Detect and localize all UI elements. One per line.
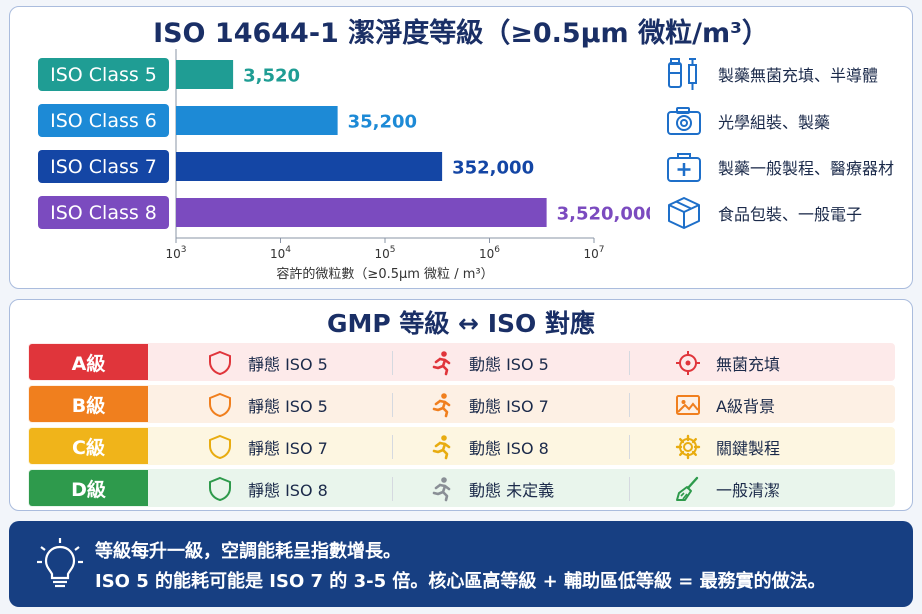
application-label: 光學組裝、製藥	[718, 113, 831, 132]
gmp-grade-label: B級	[29, 386, 148, 422]
column-divider	[392, 435, 393, 459]
chart-title: ISO 14644-1 潔淨度等級（≥0.5µm 微粒/m³）	[153, 18, 769, 49]
running-person-icon	[427, 475, 455, 503]
static-iso-cell: 靜態 ISO 8	[206, 475, 328, 503]
static-iso: 靜態 ISO 5	[248, 355, 328, 374]
gmp-row: A級 靜態 ISO 5 動態 ISO 5 無菌充填	[28, 343, 895, 381]
gmp-title: GMP 等級 ↔ ISO 對應	[326, 309, 596, 338]
x-tick-label: 103	[165, 245, 186, 261]
tip-line-1: 等級每升一級，空調能耗呈指數增長。	[95, 541, 401, 562]
running-person-icon	[427, 349, 455, 377]
application-use-cell: 關鍵製程	[674, 433, 780, 461]
vial-syringe-icon	[664, 54, 704, 94]
column-divider	[392, 477, 393, 501]
landscape-image-icon	[674, 391, 702, 419]
gmp-mapping-panel: GMP 等級 ↔ ISO 對應 A級 靜態 ISO 5 動態 ISO 5 無菌充填 B級…	[9, 299, 913, 511]
application-use: A級背景	[716, 397, 775, 416]
column-divider	[629, 351, 630, 375]
application-use: 無菌充填	[716, 355, 781, 374]
application-use-cell: 無菌充填	[674, 349, 780, 377]
running-person-icon	[427, 433, 455, 461]
shield-icon	[206, 433, 234, 461]
bar-value-label: 352,000	[452, 158, 534, 179]
application-row: 製藥無菌充填、半導體	[664, 54, 878, 94]
x-axis-label: 容許的微粒數（≥0.5µm 微粒 / m³）	[276, 266, 493, 282]
shield-icon	[206, 391, 234, 419]
iso-chart-panel: ISO 14644-1 潔淨度等級（≥0.5µm 微粒/m³） ISO Clas…	[9, 6, 913, 289]
gear-icon	[674, 433, 702, 461]
application-label: 食品包裝、一般電子	[718, 205, 863, 224]
static-iso-cell: 靜態 ISO 5	[206, 349, 328, 377]
x-tick-label: 107	[583, 245, 604, 261]
application-use: 一般清潔	[716, 481, 781, 500]
static-iso-cell: 靜態 ISO 7	[206, 433, 328, 461]
bar-iso-class-7	[176, 152, 443, 181]
dynamic-iso-cell: 動態 未定義	[427, 475, 554, 503]
bar-value-label: 3,520	[243, 66, 300, 87]
crosshair-icon	[674, 349, 702, 377]
application-use: 關鍵製程	[716, 439, 781, 458]
application-row: 食品包裝、一般電子	[664, 193, 862, 233]
column-divider	[629, 477, 630, 501]
bar-value-label: 35,200	[348, 112, 417, 133]
gmp-row: D級 靜態 ISO 8 動態 未定義 一般清潔	[28, 469, 895, 507]
column-divider	[629, 393, 630, 417]
tip-line-2: ISO 5 的能耗可能是 ISO 7 的 3-5 倍。核心區高等級 + 輔助區低…	[95, 571, 826, 592]
column-divider	[629, 435, 630, 459]
running-person-icon	[427, 391, 455, 419]
column-divider	[392, 393, 393, 417]
gmp-grade-label: D級	[29, 470, 148, 506]
x-tick-label: 104	[270, 245, 291, 261]
class-label-iso5: ISO Class 5	[38, 58, 169, 91]
application-row: 光學組裝、製藥	[664, 101, 830, 141]
bar-iso-class-6	[176, 106, 338, 135]
lightbulb-icon	[37, 537, 83, 595]
dynamic-iso: 動態 未定義	[469, 481, 555, 500]
class-label-iso7: ISO Class 7	[38, 150, 169, 183]
application-use-cell: A級背景	[674, 391, 775, 419]
application-use-cell: 一般清潔	[674, 475, 780, 503]
column-divider	[392, 351, 393, 375]
bar-iso-class-5	[176, 60, 234, 89]
broom-icon	[674, 475, 702, 503]
dynamic-iso: 動態 ISO 5	[469, 355, 549, 374]
class-label-iso8: ISO Class 8	[38, 196, 169, 229]
gmp-grade-label: A級	[29, 344, 148, 380]
class-label-iso6: ISO Class 6	[38, 104, 169, 137]
package-box-icon	[664, 193, 704, 233]
bar-chart: 103 104 105 106 107 容許的微粒數（≥0.5µm 微粒 / m³） 3,5…	[165, 49, 650, 282]
application-label: 製藥無菌充填、半導體	[718, 66, 879, 85]
medical-kit-icon	[664, 147, 704, 187]
static-iso: 靜態 ISO 5	[248, 397, 328, 416]
gmp-row: B級 靜態 ISO 5 動態 ISO 7 A級背景	[28, 385, 895, 423]
static-iso: 靜態 ISO 8	[248, 481, 328, 500]
gmp-grade-label: C級	[29, 428, 148, 464]
dynamic-iso-cell: 動態 ISO 7	[427, 391, 549, 419]
application-row: 製藥一般製程、醫療器材	[664, 147, 894, 187]
static-iso: 靜態 ISO 7	[248, 439, 328, 458]
dynamic-iso-cell: 動態 ISO 5	[427, 349, 549, 377]
bar-value-label: 3,520,000	[557, 204, 650, 225]
gmp-row: C級 靜態 ISO 7 動態 ISO 8 關鍵製程	[28, 427, 895, 465]
x-tick-label: 105	[374, 245, 395, 261]
camera-icon	[664, 101, 704, 141]
application-label: 製藥一般製程、醫療器材	[718, 159, 895, 178]
static-iso-cell: 靜態 ISO 5	[206, 391, 328, 419]
dynamic-iso: 動態 ISO 8	[469, 439, 549, 458]
shield-icon	[206, 475, 234, 503]
bar-iso-class-8	[176, 198, 547, 227]
tip-banner: 等級每升一級，空調能耗呈指數增長。 ISO 5 的能耗可能是 ISO 7 的 3…	[9, 521, 913, 607]
x-tick-label: 106	[479, 245, 500, 261]
dynamic-iso-cell: 動態 ISO 8	[427, 433, 549, 461]
shield-icon	[206, 349, 234, 377]
dynamic-iso: 動態 ISO 7	[469, 397, 549, 416]
